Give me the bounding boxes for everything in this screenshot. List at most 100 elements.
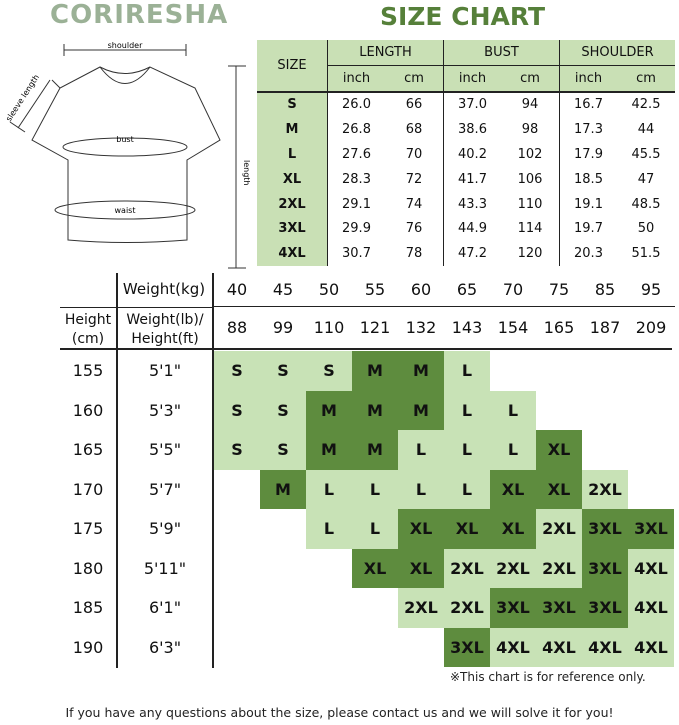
height-ft-value: 5'1": [148, 361, 182, 380]
size-cell: L: [444, 390, 490, 430]
weight-kg-value: 55: [364, 280, 386, 299]
weight-kg-value: 60: [410, 280, 432, 299]
tshirt-diagram: shoulder sleeve length bust waist length: [4, 41, 250, 269]
value-cell: 29.9: [327, 216, 385, 242]
size-cell: 4XL: [628, 627, 674, 667]
size-cell: XL: [444, 509, 490, 549]
height-cm-value: 155: [72, 361, 104, 380]
value-cell: 19.1: [559, 191, 617, 217]
table-row: L 27.6 70 40.2 102 17.9 45.5: [257, 142, 675, 167]
unit-header: cm: [617, 65, 675, 93]
size-cell: S: [214, 430, 260, 470]
weight-lb-value: 110: [313, 318, 345, 337]
table-row: 3XL 29.9 76 44.9 114 19.7 50: [257, 216, 675, 242]
value-cell: 29.1: [327, 191, 385, 217]
size-cell: M: [398, 390, 444, 430]
size-cell: L: [352, 509, 398, 549]
value-cell: 43.3: [443, 191, 501, 217]
size-cell: L: [352, 469, 398, 509]
reference-note: ※This chart is for reference only.: [450, 670, 646, 684]
value-cell: 27.6: [327, 142, 385, 167]
measurement-table: SIZE LENGTH BUST SHOULDER inch cm inch cm in…: [257, 40, 675, 267]
height-ft-value: 5'9": [148, 519, 182, 538]
size-cell: 4XL: [628, 548, 674, 588]
weight-lb-value: 154: [497, 318, 529, 337]
value-cell: 74: [405, 196, 423, 212]
value-cell: 78: [405, 246, 423, 262]
unit-header: inch: [443, 65, 501, 93]
weight-kg-value: 65: [456, 280, 478, 299]
size-cell: S: [260, 390, 306, 430]
value-cell: 48.5: [631, 196, 661, 212]
value-cell: 47.2: [443, 241, 501, 267]
size-cell: S: [257, 91, 328, 118]
value-cell: 42.5: [631, 97, 661, 113]
size-cell: 3XL: [582, 588, 628, 628]
value-cell: 38.6: [443, 117, 501, 143]
weight-lb-value: 165: [543, 318, 575, 337]
value-cell: 30.7: [327, 241, 385, 267]
value-cell: 106: [517, 171, 543, 187]
size-cell: L: [444, 430, 490, 470]
group-header: BUST: [443, 40, 560, 66]
size-cell: L: [398, 469, 444, 509]
brand-logo: CORIRESHA: [50, 0, 229, 30]
value-cell: 18.5: [559, 166, 617, 192]
unit-header: cm: [501, 65, 560, 93]
weight-kg-value: 85: [594, 280, 616, 299]
size-cell: XL: [490, 469, 536, 509]
size-cell: M: [306, 430, 352, 470]
height-cm-value: 160: [72, 400, 104, 420]
value-cell: 98: [521, 122, 539, 138]
height-ft-value: 6'3": [148, 637, 182, 657]
value-cell: 44.9: [443, 216, 501, 242]
table-row: S 26.0 66 37.0 94 16.7 42.5: [257, 91, 675, 118]
value-cell: 51.5: [631, 246, 661, 262]
size-cell: S: [260, 430, 306, 470]
value-cell: 70: [405, 147, 423, 163]
height-cm-value: 180: [72, 558, 104, 578]
group-header: LENGTH: [327, 40, 444, 66]
size-cell: L: [306, 469, 352, 509]
size-cell: L: [490, 430, 536, 470]
footer-text: If you have any questions about the size…: [65, 705, 614, 720]
size-cell: 4XL: [582, 627, 628, 667]
unit-header: inch: [327, 65, 385, 93]
value-cell: 68: [405, 122, 423, 138]
weight-kg-value: 50: [318, 280, 340, 299]
size-cell: 2XL: [536, 509, 582, 549]
height-cm-value: 190: [72, 637, 104, 657]
size-cell: 2XL: [582, 469, 628, 509]
weight-lb-value: 132: [405, 318, 437, 337]
weight-lb-value: 209: [635, 318, 667, 337]
table-row: XL 28.3 72 41.7 106 18.5 47: [257, 166, 675, 192]
size-cell: M: [352, 430, 398, 470]
divider: [212, 273, 214, 668]
size-cell: 3XL: [628, 509, 674, 549]
size-cell: 2XL: [257, 191, 328, 217]
weight-kg-value: 75: [548, 280, 570, 299]
size-cell: 2XL: [490, 548, 536, 588]
value-cell: 110: [517, 196, 543, 212]
value-cell: 17.9: [559, 142, 617, 167]
weight-lb-label: Weight(lb)/ Height(ft): [126, 312, 204, 347]
value-cell: 102: [517, 147, 543, 163]
table-row: 2XL 29.1 74 43.3 110 19.1 48.5: [257, 191, 675, 217]
value-cell: 66: [405, 97, 423, 113]
weight-lb-value: 121: [359, 318, 391, 337]
size-cell: 4XL: [628, 588, 674, 628]
size-cell: 4XL: [536, 627, 582, 667]
size-cell: 2XL: [444, 548, 490, 588]
size-cell: S: [260, 351, 306, 391]
size-cell: XL: [352, 548, 398, 588]
size-cell: L: [257, 142, 328, 167]
size-cell: L: [444, 351, 490, 391]
size-cell: 4XL: [257, 241, 328, 267]
value-cell: 72: [405, 171, 423, 187]
divider: [60, 307, 116, 308]
weight-kg-value: 45: [272, 280, 294, 299]
size-cell: XL: [398, 509, 444, 549]
size-cell: 2XL: [536, 548, 582, 588]
value-cell: 120: [517, 246, 543, 262]
value-cell: 45.5: [631, 147, 661, 163]
